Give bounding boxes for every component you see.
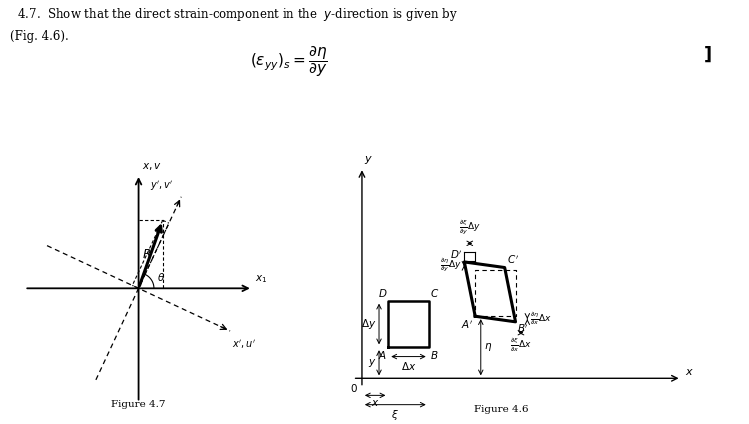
Text: $C'$: $C'$ (506, 254, 518, 266)
Text: $\eta$: $\eta$ (484, 341, 492, 353)
Text: $x$: $x$ (685, 367, 694, 377)
Text: $x_{\rm 1}$: $x_{\rm 1}$ (255, 273, 267, 285)
Text: $D'$: $D'$ (450, 248, 462, 261)
Text: $A$: $A$ (378, 349, 387, 361)
Text: $C$: $C$ (430, 287, 439, 299)
Text: (Fig. 4.6).: (Fig. 4.6). (10, 30, 68, 43)
Text: $y$: $y$ (368, 357, 377, 369)
Text: Figure 4.6: Figure 4.6 (474, 405, 529, 414)
Text: $x',u'$: $x',u'$ (232, 338, 256, 351)
Text: Figure 4.7: Figure 4.7 (112, 400, 166, 409)
Text: $\Delta x$: $\Delta x$ (401, 360, 416, 372)
Text: $\frac{\partial\xi}{\partial y}\Delta y$: $\frac{\partial\xi}{\partial y}\Delta y$ (459, 218, 481, 236)
Text: $A'$: $A'$ (461, 318, 473, 331)
Text: $\theta$: $\theta$ (157, 271, 166, 283)
Text: $\mathbf{]}$: $\mathbf{]}$ (703, 45, 712, 64)
Text: $y',v'$: $y',v'$ (150, 179, 174, 192)
Text: $x,v$: $x,v$ (142, 161, 162, 172)
Text: $\frac{\partial\xi}{\partial x}\Delta x$: $\frac{\partial\xi}{\partial x}\Delta x$ (510, 336, 532, 354)
Text: $\frac{\partial\eta}{\partial y}\Delta y$: $\frac{\partial\eta}{\partial y}\Delta y… (440, 257, 462, 274)
Text: 4.7.  Show that the direct strain-component in the  $y$-direction is given by: 4.7. Show that the direct strain-compone… (10, 6, 458, 23)
Text: $D$: $D$ (377, 287, 387, 299)
Text: $B$: $B$ (430, 349, 438, 361)
Text: $(\varepsilon_{yy})_s = \dfrac{\partial\eta}{\partial y}$: $(\varepsilon_{yy})_s = \dfrac{\partial\… (249, 45, 327, 79)
Text: $\xi$: $\xi$ (392, 408, 399, 422)
Text: $B'$: $B'$ (518, 323, 530, 335)
Text: $0$: $0$ (351, 382, 358, 394)
Text: $\frac{\partial\eta}{\partial x}\Delta x$: $\frac{\partial\eta}{\partial x}\Delta x… (530, 311, 552, 327)
Text: $R$: $R$ (142, 248, 152, 261)
Text: $x$: $x$ (371, 399, 380, 408)
Text: $y$: $y$ (365, 154, 374, 166)
Text: $\Delta y$: $\Delta y$ (361, 317, 377, 331)
